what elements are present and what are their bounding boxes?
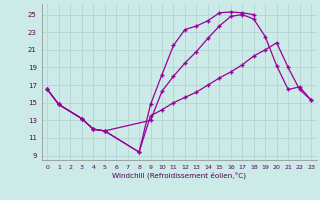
X-axis label: Windchill (Refroidissement éolien,°C): Windchill (Refroidissement éolien,°C) <box>112 171 246 179</box>
